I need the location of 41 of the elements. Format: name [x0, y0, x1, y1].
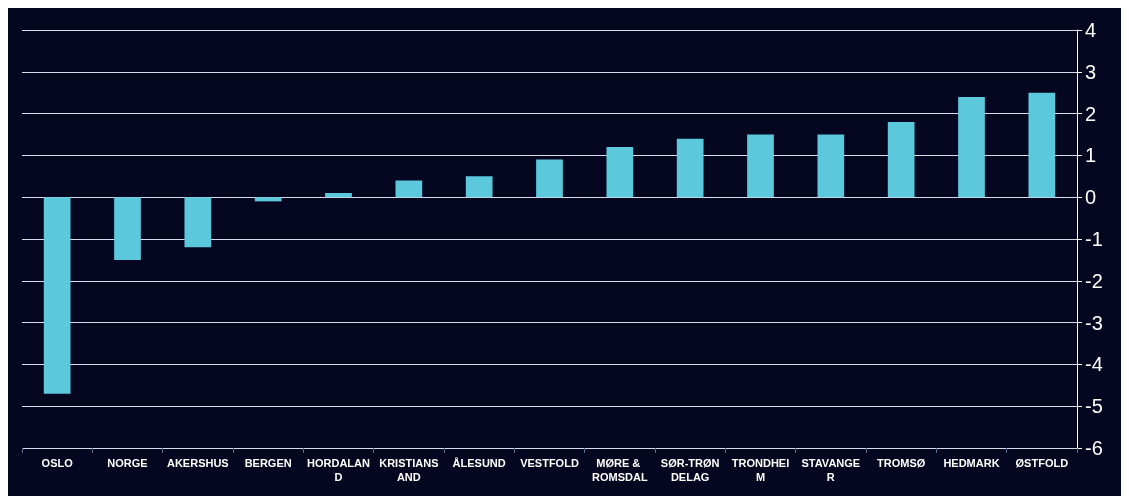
x-tick-label: BERGEN [244, 457, 292, 469]
y-tick-label: -6 [1085, 437, 1103, 459]
bar [184, 197, 212, 248]
x-tick-label: HEDMARK [943, 457, 1000, 469]
x-tick-label: OSLO [41, 457, 74, 469]
y-tick-label: 1 [1085, 144, 1097, 167]
y-tick-label: -2 [1085, 269, 1103, 292]
x-tick-label: SØR-TRØNDELAG [660, 457, 720, 483]
x-tick-label: TRONDHEIM [731, 457, 790, 483]
y-tick-label: 4 [1085, 19, 1097, 41]
y-tick-label: -1 [1085, 228, 1103, 250]
x-tick-label: VESTFOLD [520, 457, 579, 469]
x-tick-label: ØSTFOLD [1015, 457, 1069, 469]
bar [465, 176, 493, 198]
bar [114, 197, 141, 260]
bar [676, 138, 704, 198]
bar [1028, 92, 1056, 198]
bar [254, 197, 282, 202]
y-tick-label: 3 [1085, 60, 1097, 83]
bar [325, 193, 352, 198]
x-tick-label: HORDALAND [307, 457, 371, 483]
y-tick-label: -5 [1085, 395, 1103, 418]
x-tick-label: TROMSØ [877, 457, 926, 469]
bar [747, 134, 774, 198]
bar [395, 180, 423, 198]
y-tick-label: -3 [1085, 311, 1103, 334]
bar [887, 121, 915, 198]
bar [817, 134, 845, 198]
y-tick-label: 0 [1085, 186, 1097, 209]
x-tick-label: STAVANGER [801, 457, 861, 483]
x-tick-label: ÅLESUND [452, 457, 506, 469]
x-tick-label: KRISTIANSAND [379, 457, 439, 483]
bar [958, 96, 985, 198]
x-tick-label: MØRE & ROMSDAL [592, 457, 648, 483]
y-tick-label: -4 [1085, 353, 1103, 376]
bar [606, 147, 634, 198]
bar [536, 159, 563, 198]
bar [43, 197, 71, 394]
x-tick-label: NORGE [107, 457, 148, 469]
x-tick-label: AKERSHUS [166, 457, 229, 469]
y-tick-label: 2 [1085, 102, 1097, 125]
